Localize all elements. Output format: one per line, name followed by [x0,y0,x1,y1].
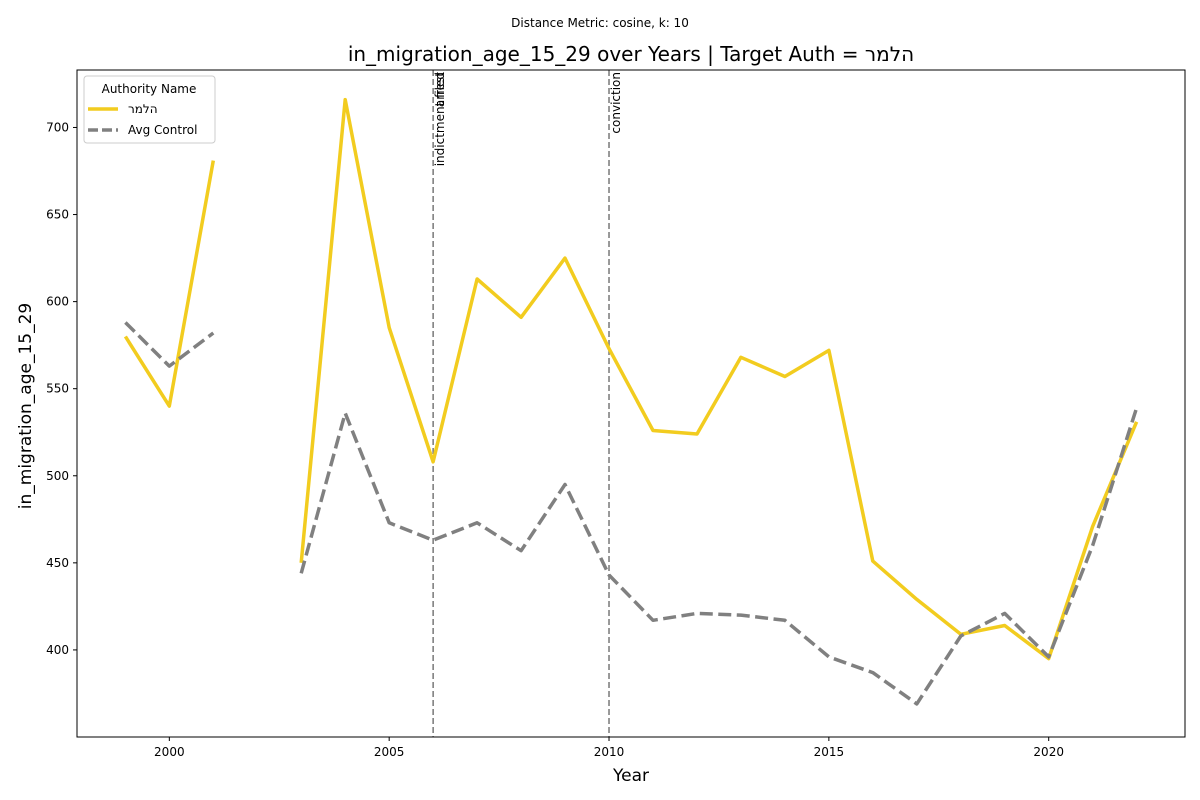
x-tick-label: 2020 [1033,745,1064,759]
y-tick-label: 550 [46,382,69,396]
y-tick-label: 600 [46,295,69,309]
x-axis: 2000 2005 2010 2015 2020 [154,737,1064,759]
x-tick-label: 2015 [814,745,845,759]
series-line [123,160,216,408]
legend-label: Avg Control [128,123,197,137]
y-tick-label: 500 [46,469,69,483]
y-axis: 400 450 500 550 600 650 700 [46,120,77,657]
chart-title: in_migration_age_15_29 over Years | Targ… [348,42,914,66]
axes-frame [76,69,1186,738]
x-tick-label: 2000 [154,745,185,759]
legend-label: הלמר [128,102,158,116]
series-line [124,321,215,368]
y-tick-label: 650 [46,208,69,222]
x-tick-label: 2005 [374,745,405,759]
y-tick-label: 400 [46,643,69,657]
chart-suptitle: Distance Metric: cosine, k: 10 [511,16,689,30]
legend-box [83,75,216,144]
legend-title: Authority Name [102,82,197,96]
x-axis-label: Year [612,766,649,786]
series-line [299,97,1139,661]
series-line [299,407,1139,706]
y-axis-label: in_migration_age_15_29 [16,303,36,509]
event-label: conviction [609,72,623,134]
event-label: indictment filed [433,72,447,166]
legend: Authority Name הלמר Avg Control [83,75,216,144]
x-tick-label: 2010 [594,745,625,759]
event-label: arrest [433,72,447,107]
y-tick-label: 450 [46,556,69,570]
y-tick-label: 700 [46,120,69,134]
